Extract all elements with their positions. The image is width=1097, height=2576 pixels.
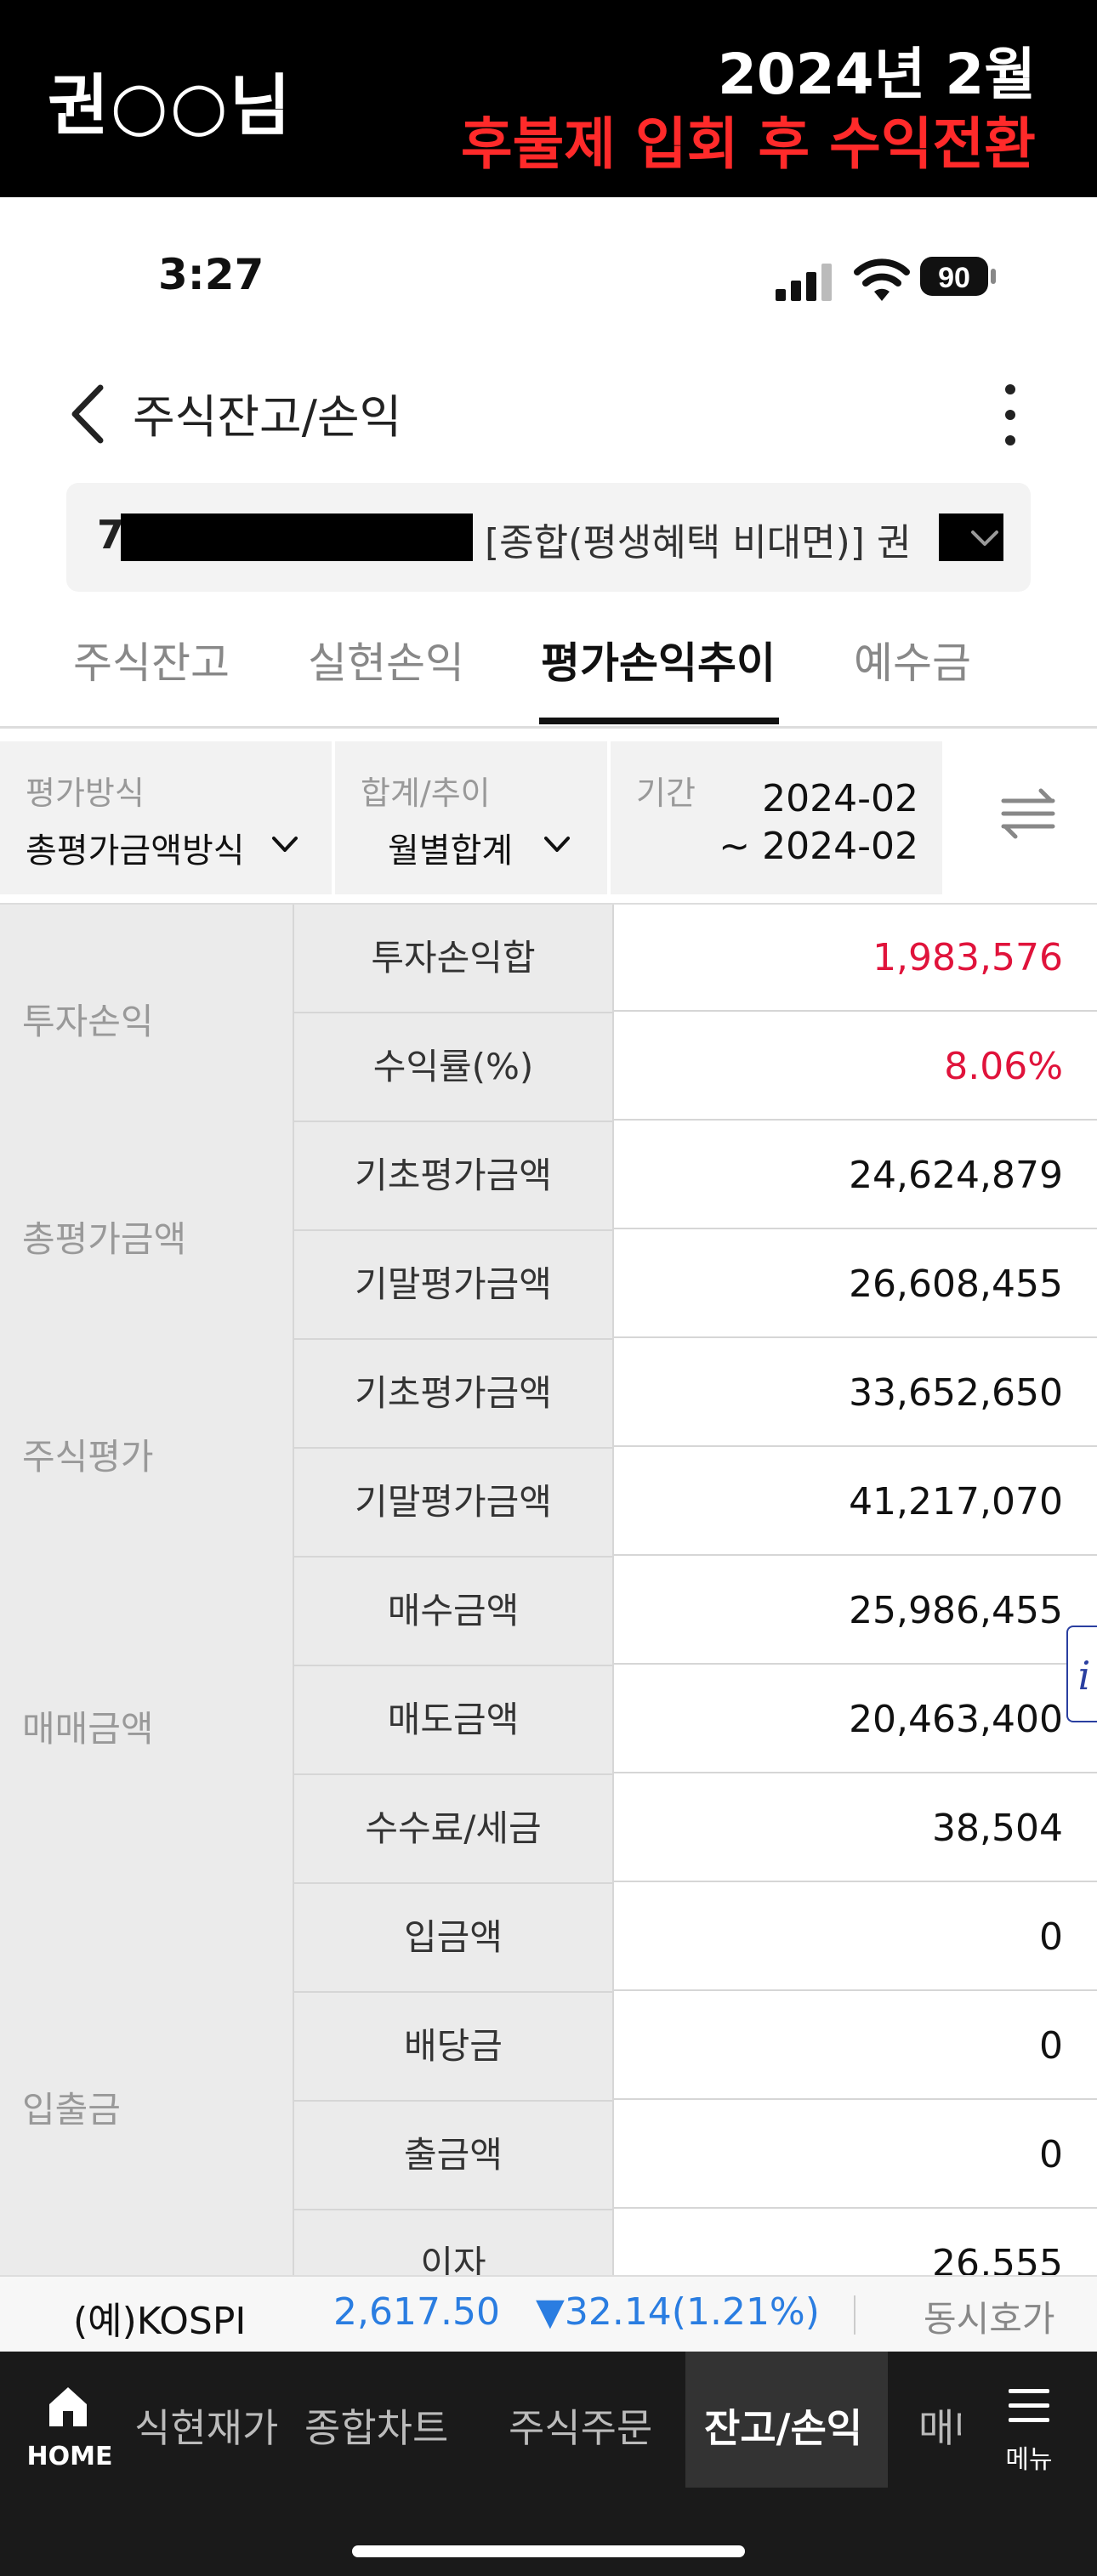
nav-item-current-price[interactable]: 식현재가 bbox=[134, 2405, 279, 2451]
row-label: 기초평가금액 bbox=[294, 1340, 614, 1449]
row-label: 매수금액 bbox=[294, 1558, 614, 1666]
active-nav-highlight bbox=[685, 2352, 888, 2488]
market-ticker[interactable]: (예)KOSPI 2,617.50 ▼32.14(1.21%) 동시호가 bbox=[0, 2275, 1097, 2353]
row-label: 수익률(%) bbox=[294, 1013, 614, 1122]
period-from: 2024-02 bbox=[762, 777, 918, 820]
chevron-down-icon bbox=[272, 837, 298, 852]
home-icon bbox=[49, 2387, 87, 2426]
chevron-down-icon bbox=[971, 531, 998, 546]
sliders-icon[interactable] bbox=[1000, 784, 1056, 843]
valuation-table[interactable]: 투자손익 투자손익합 1,983,576 수익률(%) 8.06% 총평가금액 … bbox=[0, 903, 1097, 2275]
ticker-change: ▼32.14(1.21%) bbox=[536, 2290, 820, 2334]
row-value: 38,504 bbox=[614, 1775, 1097, 1882]
promo-banner: 권○○님 2024년 2월 후불제 입회 후 수익전환 bbox=[0, 0, 1097, 197]
row-value: 33,652,650 bbox=[614, 1340, 1097, 1447]
chevron-down-icon bbox=[544, 837, 570, 852]
row-label: 입금액 bbox=[294, 1884, 614, 1993]
wifi-icon bbox=[854, 258, 910, 301]
row-group: 입출금 bbox=[0, 1884, 294, 2275]
row-value: 20,463,400 bbox=[614, 1666, 1097, 1773]
more-vertical-icon[interactable] bbox=[993, 372, 1027, 457]
group-label: 총평가금액 bbox=[22, 1218, 187, 1260]
nav-item-balance-pnl[interactable]: 잔고/손익 bbox=[704, 2405, 863, 2451]
account-selector[interactable]: 7 [종합(평생혜택 비대면)] 권 bbox=[66, 483, 1031, 592]
battery-icon: 90 bbox=[920, 257, 996, 296]
menu-label: 메뉴 bbox=[1005, 2445, 1053, 2475]
sum-trend-value: 월별합계 bbox=[388, 831, 514, 871]
filter-bar: 평가방식 총평가금액방식 합계/추이 월별합계 기간 2024-02 ~ 202… bbox=[0, 741, 1097, 894]
row-label: 기초평가금액 bbox=[294, 1122, 614, 1231]
row-value: 24,624,879 bbox=[614, 1122, 1097, 1229]
row-group: 투자손익 bbox=[0, 905, 294, 1124]
banner-customer-name: 권○○님 bbox=[48, 68, 293, 145]
row-value: 41,217,070 bbox=[614, 1449, 1097, 1556]
back-chevron-icon[interactable] bbox=[63, 376, 114, 452]
status-bar: 3:27 90 bbox=[0, 197, 1097, 350]
row-value: 0 bbox=[614, 1993, 1097, 2100]
row-label: 매도금액 bbox=[294, 1666, 614, 1775]
row-label: 투자손익합 bbox=[294, 905, 614, 1013]
row-label: 배당금 bbox=[294, 1993, 614, 2102]
valuation-method-value: 총평가금액방식 bbox=[26, 831, 245, 871]
svg-text:90: 90 bbox=[938, 262, 970, 294]
nav-item-trade[interactable]: 매매 bbox=[918, 2405, 961, 2451]
row-label: 기말평가금액 bbox=[294, 1449, 614, 1558]
account-number-prefix: 7 bbox=[97, 512, 125, 558]
active-tab-indicator bbox=[539, 718, 779, 724]
row-value: 0 bbox=[614, 2102, 1097, 2209]
group-label: 매매금액 bbox=[22, 1708, 154, 1750]
row-label: 출금액 bbox=[294, 2102, 614, 2210]
row-group: 주식평가 bbox=[0, 1340, 294, 1559]
account-type: [종합(평생혜택 비대면)] 권 bbox=[485, 521, 912, 565]
nav-item-stock-order[interactable]: 주식주문 bbox=[509, 2405, 653, 2451]
group-label: 투자손익 bbox=[22, 1001, 154, 1042]
page-header: 주식잔고/손익 bbox=[0, 350, 1097, 478]
row-value: 1,983,576 bbox=[614, 905, 1097, 1012]
valuation-method-label: 평가방식 bbox=[26, 775, 145, 812]
group-label: 주식평가 bbox=[22, 1436, 154, 1478]
ticker-index-name: (예)KOSPI bbox=[73, 2300, 247, 2343]
row-group: 총평가금액 bbox=[0, 1122, 294, 1342]
row-value: 25,986,455 bbox=[614, 1558, 1097, 1665]
row-group: 매매금액 bbox=[0, 1558, 294, 1886]
home-button[interactable]: HOME bbox=[26, 2382, 114, 2484]
row-label: 이자 bbox=[294, 2210, 614, 2275]
row-label: 수수료/세금 bbox=[294, 1775, 614, 1884]
tab-realized-pnl[interactable]: 실현손익 bbox=[308, 638, 464, 688]
group-label: 입출금 bbox=[22, 2089, 121, 2131]
tab-bar: 주식잔고 실현손익 평가손익추이 예수금 bbox=[0, 621, 1097, 729]
row-label: 기말평가금액 bbox=[294, 1231, 614, 1340]
home-label: HOME bbox=[26, 2442, 113, 2471]
row-value: 26,608,455 bbox=[614, 1231, 1097, 1338]
tab-deposit[interactable]: 예수금 bbox=[854, 638, 971, 688]
ticker-status: 동시호가 bbox=[924, 2298, 1055, 2340]
nav-menu-strip: 식현재가 종합차트 주식주문 잔고/손익 매매 bbox=[128, 2352, 961, 2488]
page-title: 주식잔고/손익 bbox=[133, 390, 402, 444]
period-select[interactable]: 기간 2024-02 ~ 2024-02 bbox=[611, 741, 942, 894]
bottom-navigation: HOME 식현재가 종합차트 주식주문 잔고/손익 매매 메뉴 bbox=[0, 2352, 1097, 2576]
period-label: 기간 bbox=[636, 775, 696, 812]
row-value: 0 bbox=[614, 1884, 1097, 1991]
tab-stock-balance[interactable]: 주식잔고 bbox=[73, 638, 230, 688]
valuation-method-select[interactable]: 평가방식 총평가금액방식 bbox=[0, 741, 332, 894]
tab-valuation-pnl-trend[interactable]: 평가손익추이 bbox=[541, 638, 776, 688]
period-to: ~ 2024-02 bbox=[719, 825, 918, 868]
home-indicator bbox=[352, 2545, 745, 2557]
divider bbox=[854, 2295, 855, 2335]
menu-button[interactable]: 메뉴 bbox=[995, 2386, 1063, 2479]
ticker-price: 2,617.50 bbox=[333, 2290, 500, 2334]
hamburger-menu-icon bbox=[1009, 2389, 1049, 2422]
redaction-bar bbox=[121, 513, 473, 561]
banner-date: 2024년 2월 bbox=[717, 42, 1036, 107]
sum-trend-select[interactable]: 합계/추이 월별합계 bbox=[335, 741, 607, 894]
sum-trend-label: 합계/추이 bbox=[361, 775, 491, 812]
cellular-signal-icon bbox=[776, 264, 832, 301]
info-icon[interactable]: i bbox=[1066, 1626, 1097, 1722]
row-value: 8.06% bbox=[614, 1013, 1097, 1121]
nav-item-chart[interactable]: 종합차트 bbox=[304, 2405, 449, 2451]
status-time: 3:27 bbox=[158, 250, 264, 299]
row-value: 26,555 bbox=[614, 2210, 1097, 2275]
banner-subtitle: 후불제 입회 후 수익전환 bbox=[460, 111, 1036, 177]
